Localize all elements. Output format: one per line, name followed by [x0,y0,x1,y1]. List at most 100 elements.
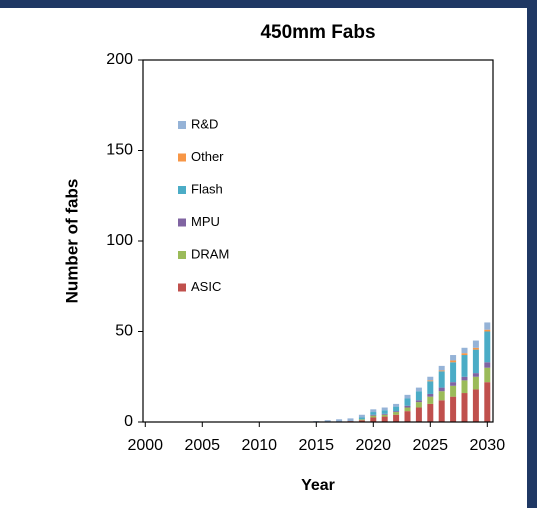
y-tick-label: 50 [115,323,133,340]
bar-segment [381,410,388,414]
bar-segment [484,329,491,332]
bar-segment [450,385,457,397]
y-axis-label: Number of fabs [62,179,81,304]
bar-segment [472,389,479,422]
bar-segment [370,414,377,416]
bar-segment [484,382,491,422]
legend-label: R&D [191,116,218,131]
bar-segment [461,355,468,377]
y-tick-label: 0 [124,413,133,430]
legend-swatch [178,283,186,292]
bar-segment [450,362,457,383]
legend-swatch [178,153,186,162]
plot-frame [142,59,494,423]
bar-segment [484,322,491,330]
bar-segment [347,418,354,422]
y-tick-label: 150 [106,142,133,159]
legend-label: DRAM [191,246,229,261]
bar-segment [404,411,411,422]
y-tick-label: 100 [106,232,133,249]
bar-segment [381,413,388,415]
bar-segment [461,353,468,356]
x-tick-label: 2005 [184,437,220,454]
bar-segment [450,396,457,422]
bar-segment [438,391,445,401]
frame-right [527,0,537,508]
bar-segment [484,331,491,363]
bar-segment [404,394,411,399]
x-tick-label: 2030 [470,437,506,454]
bar-segment [370,415,377,418]
x-tick-label: 2010 [241,437,277,454]
y-tick-label: 200 [106,51,133,68]
bar-segment [415,400,422,403]
bar-segment [472,373,479,377]
bar-segment [358,414,365,418]
bar-segment [336,419,343,422]
bar-segment [404,398,411,406]
bar-segment [438,371,445,388]
bar-segment [381,407,388,411]
bar-segment [370,417,377,422]
bar-segment [324,420,331,422]
x-tick-label: 2000 [127,437,163,454]
legend-swatch [178,218,186,227]
legend-label: Flash [191,181,223,196]
bar-segment [427,381,434,394]
bar-segment [461,393,468,422]
bar-segment [393,406,400,412]
bar-segment [484,367,491,383]
bar-segment [370,409,377,413]
bar-segment [427,380,434,382]
bar-segment [427,396,434,404]
bar-segment [450,355,457,361]
bar-segment [415,391,422,401]
bar-segment [393,411,400,413]
bar-segment [370,412,377,415]
bar-segment [393,414,400,422]
bar-segment [393,412,400,415]
bar-segment [404,407,411,412]
bar-segment [404,405,411,408]
bar-segment [484,362,491,368]
frame-top [0,0,537,8]
bar-segment [438,400,445,422]
bar-segment [415,407,422,422]
bar-segment [472,347,479,350]
chart-title: 450mm Fabs [260,22,375,43]
bar-segment [438,365,445,371]
bar-segment [472,376,479,390]
x-tick-label: 2020 [355,437,391,454]
legend-swatch [178,186,186,194]
bar-segment [427,403,434,422]
bar-segment [415,402,422,408]
bar-segment [461,380,468,394]
bar-segment [450,382,457,386]
bar-segment [393,403,400,407]
bar-segment [427,376,434,381]
bar-segment [358,419,365,421]
bar-segment [472,340,479,348]
bar-segment [450,360,457,363]
bar-segment [461,347,468,354]
bar-segment [358,417,365,420]
x-tick-label: 2025 [412,437,448,454]
legend-label: Other [191,149,224,164]
bar-segment [461,376,468,381]
bar-segment [381,416,388,422]
legend-swatch [178,251,186,259]
bar-segment [381,414,388,417]
x-tick-label: 2015 [298,437,334,454]
bar-segment [438,387,445,392]
legend-label: ASIC [191,279,221,294]
bar-segment [438,370,445,372]
x-axis-label: Year [301,477,335,494]
legend-swatch [178,121,186,129]
bar-segment [415,387,422,392]
bar-segment [358,420,365,422]
legend-label: MPU [191,214,220,229]
bar-segment [427,393,434,397]
bar-segment [472,349,479,374]
